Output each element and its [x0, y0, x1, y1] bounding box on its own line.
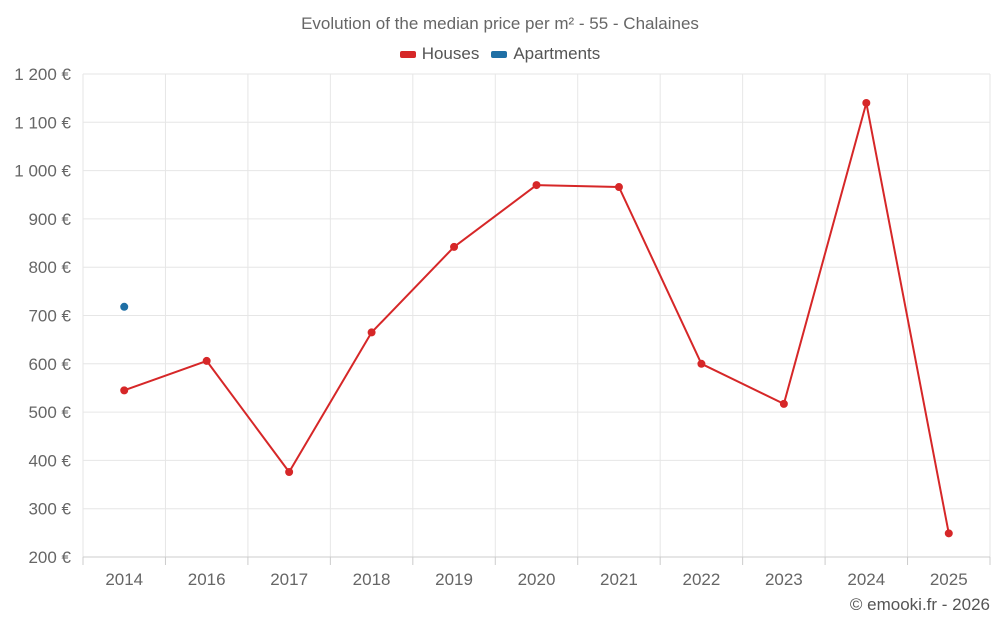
x-tick-label: 2016 — [188, 570, 226, 589]
y-tick-label: 800 € — [28, 258, 71, 277]
y-tick-label: 900 € — [28, 210, 71, 229]
data-point-houses — [944, 529, 953, 538]
legend-swatch-apartments — [491, 50, 508, 58]
legend-item-houses[interactable]: Houses — [399, 44, 480, 64]
legend-label-houses: Houses — [421, 44, 480, 63]
x-tick-label: 2017 — [270, 570, 308, 589]
data-point-houses — [779, 399, 788, 408]
data-point-houses — [532, 181, 541, 190]
y-tick-label: 500 € — [28, 403, 71, 422]
data-point-houses — [697, 359, 706, 368]
data-point-houses — [862, 98, 871, 107]
legend-item-apartments[interactable]: Apartments — [491, 44, 600, 64]
y-tick-label: 200 € — [28, 548, 71, 567]
x-tick-label: 2024 — [847, 570, 885, 589]
data-point-houses — [614, 183, 623, 192]
chart-legend: Houses Apartments — [0, 44, 1000, 64]
y-tick-label: 600 € — [28, 355, 71, 374]
data-point-apartments — [120, 302, 129, 311]
x-tick-label: 2022 — [682, 570, 720, 589]
y-tick-label: 300 € — [28, 500, 71, 519]
y-tick-label: 1 100 € — [14, 113, 71, 132]
data-point-houses — [367, 328, 376, 337]
x-tick-label: 2021 — [600, 570, 638, 589]
data-point-houses — [120, 386, 129, 395]
x-tick-label: 2020 — [518, 570, 556, 589]
x-tick-label: 2014 — [105, 570, 143, 589]
y-tick-label: 700 € — [28, 307, 71, 326]
y-tick-label: 1 000 € — [14, 162, 71, 181]
y-tick-label: 1 200 € — [14, 65, 71, 84]
chart-title: Evolution of the median price per m² - 5… — [301, 14, 699, 33]
x-tick-label: 2023 — [765, 570, 803, 589]
y-tick-label: 400 € — [28, 451, 71, 470]
x-tick-label: 2018 — [353, 570, 391, 589]
data-point-houses — [202, 356, 211, 365]
x-tick-label: 2025 — [930, 570, 968, 589]
legend-label-apartments: Apartments — [513, 44, 601, 63]
data-point-houses — [450, 242, 459, 251]
x-tick-label: 2019 — [435, 570, 473, 589]
legend-swatch-houses — [399, 50, 416, 58]
credit-text: © emooki.fr - 2026 — [849, 595, 990, 614]
data-point-houses — [285, 467, 294, 476]
